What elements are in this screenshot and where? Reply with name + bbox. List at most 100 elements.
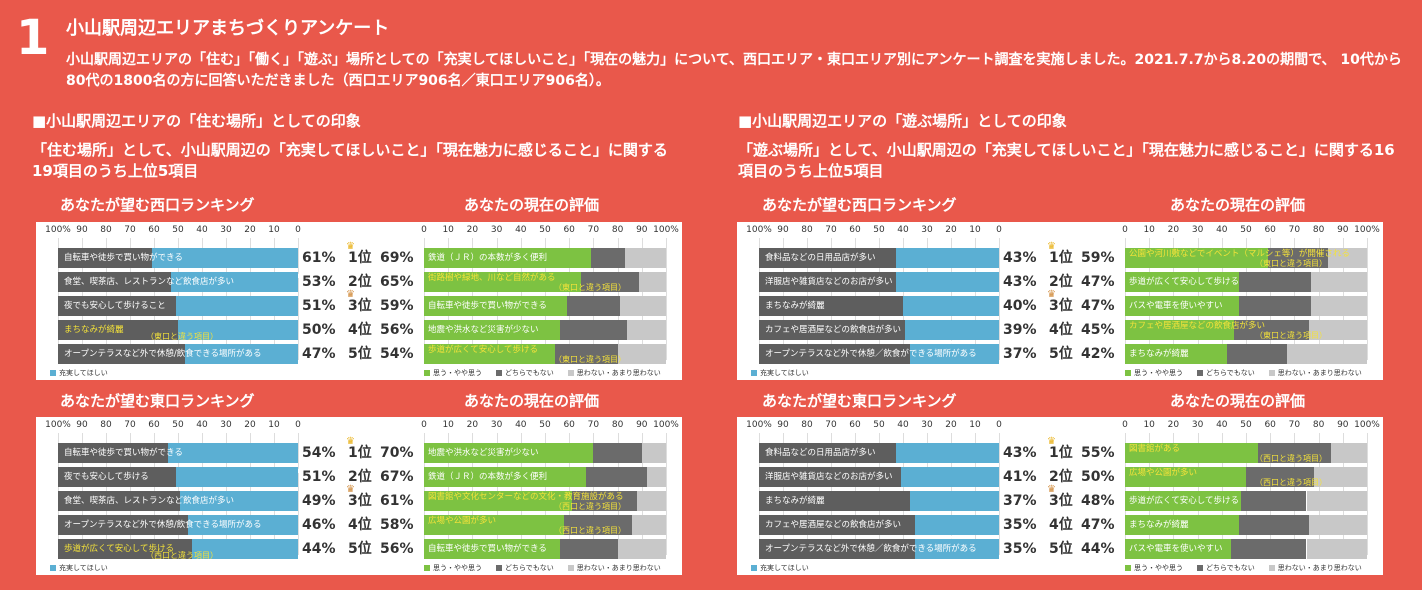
want-item-label: カフェや居酒屋などの飲食店が多い [765,325,902,335]
eval-bar-disagree [1313,467,1367,487]
eval-bar-neutral [1246,467,1314,487]
legend-label: 充実してほしい [59,369,108,377]
eval-heading: あなたの現在の評価 [464,196,600,214]
want-item-label: 自転車や徒歩で買い物ができる [64,253,183,263]
legend-label: 思わない・あまり思わない [576,564,661,572]
agree-percent: 45% [1081,322,1115,338]
legend-swatch [424,370,430,376]
rank-label: 5位 [348,541,372,557]
eval-bar-disagree [1311,296,1367,316]
tick-label: 30 [220,420,232,430]
legend-want: 充実してほしい [751,368,809,378]
agree-percent: 56% [380,322,414,338]
eval-bar-neutral [586,467,647,487]
gridline [666,238,667,360]
rank-label: 3位 [1049,298,1073,314]
legend-swatch [1125,565,1131,571]
eval-heading: あなたの現在の評価 [1170,392,1306,410]
diff-tag: （東口と違う項目） [1255,259,1327,268]
agree-percent: 58% [380,517,414,533]
eval-bar-agree [1125,344,1227,364]
rank-label: 4位 [348,517,372,533]
want-item-label: オープンテラスなど外で休憩／飲食ができる場所がある [765,349,977,359]
bronze-crown-icon: ♛ [1047,484,1056,495]
want-percent: 53% [302,274,336,290]
want-item-label: 食堂、喫茶店、レストランなど飲食店が多い [64,496,235,506]
eval-bar-neutral [1231,539,1307,559]
eval-bar-neutral [559,320,628,340]
legend-swatch [1268,565,1275,571]
tick-label: 30 [921,225,933,235]
tick-label: 30 [1191,420,1204,430]
eval-bar-agree [424,539,560,559]
gridline [298,238,299,360]
diff-tag: （東口と違う項目） [554,283,626,292]
rank-label: 1位 [1049,445,1073,461]
eval-bar-agree [1125,248,1268,268]
eval-item-label: 図書館や文化センターなどの文化・教育施設がある [428,492,624,502]
legend-want: 充実してほしい [50,563,108,573]
tick-label: 20 [945,225,957,235]
tick-label: 90 [777,225,789,235]
want-item-label: 洋服店や雑貨店などのお店が多い [765,277,893,287]
want-bar [915,539,999,559]
eval-bar-disagree [1311,272,1367,292]
eval-heading: あなたの現在の評価 [464,392,600,410]
eval-bar-agree [1125,491,1242,511]
eval-bar-disagree [627,320,666,340]
eval-bar-disagree [646,467,666,487]
want-bar [895,248,999,268]
eval-bar-neutral [1233,320,1309,340]
eval-bar-disagree [639,272,666,292]
gridline [666,433,667,555]
tick-label: 70 [1288,225,1301,235]
agree-percent: 59% [1081,250,1115,266]
tick-label: 50 [1240,420,1252,430]
section-heading-live: ■小山駅周辺エリアの「住む場所」としての印象 [32,112,361,130]
eval-bar-neutral [1238,272,1312,292]
legend-swatch [496,370,502,376]
want-percent: 54% [302,445,336,461]
tick-label: 10 [442,225,454,235]
tick-label: 80 [1312,420,1325,430]
legend-swatch [1197,565,1203,571]
eval-bar-neutral [1226,344,1288,364]
eval-bar-disagree [624,248,666,268]
agree-percent: 65% [380,274,414,290]
want-bar [151,248,298,268]
tick-label: 0 [996,225,1002,235]
want-item-label: 食料品などの日用品店が多い [765,253,876,263]
eval-bar-agree [424,515,565,535]
eval-heading: あなたの現在の評価 [1170,196,1306,214]
eval-bar-agree [424,443,594,463]
tick-label: 0 [421,225,427,235]
eval-bar-agree [1125,272,1239,292]
legend-want: 充実してほしい [50,368,108,378]
want-item-label: 夜でも安心して歩けること [64,301,166,311]
gridline [298,433,299,555]
want-item-label: 夜でも安心して歩ける [64,472,149,482]
agree-percent: 70% [380,445,414,461]
tick-label: 100% [746,420,772,430]
tick-label: 20 [945,420,957,430]
eval-bar-disagree [1308,515,1367,535]
eval-bar-agree [424,296,567,316]
tick-label: 0 [421,420,427,430]
legend-swatch [50,370,56,376]
want-percent: 37% [1003,346,1037,362]
want-bar [192,539,298,559]
legend-label: 思う・やや思う [433,369,482,377]
want-bar [910,344,999,364]
want-bar [895,443,999,463]
eval-bar-disagree [1328,248,1367,268]
legend-swatch [751,565,757,571]
want-percent: 44% [302,541,336,557]
rank-label: 3位 [348,493,372,509]
tick-label: 40 [897,420,909,430]
legend-label: 思う・やや思う [433,564,482,572]
west-rank-heading: あなたが望む西口ランキング [60,196,255,214]
eval-bar-disagree [617,539,666,559]
bronze-crown-icon: ♛ [346,289,355,300]
tick-label: 40 [196,225,208,235]
tick-label: 50 [873,420,885,430]
